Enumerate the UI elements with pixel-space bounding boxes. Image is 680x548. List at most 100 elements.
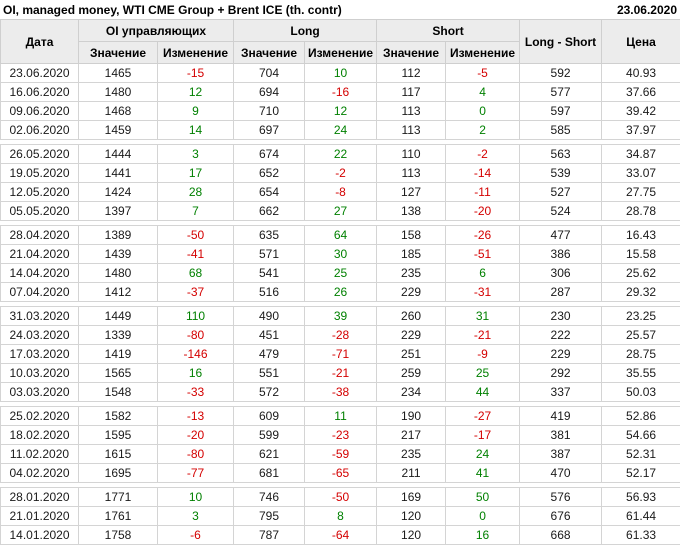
oi-change-cell: -50: [156, 225, 235, 245]
date-cell: 04.02.2020: [0, 463, 79, 483]
oi-value-cell: 1412: [78, 282, 158, 302]
report-date: 23.06.2020: [616, 3, 677, 17]
short-change-cell: -51: [445, 244, 521, 264]
column-sub-header: Значение: [78, 41, 158, 64]
short-value-cell: 260: [376, 306, 447, 326]
long-value-cell: 609: [233, 406, 306, 426]
long-short-cell: 230: [519, 306, 603, 326]
long-short-cell: 229: [519, 344, 603, 364]
date-cell: 09.06.2020: [0, 101, 79, 121]
long-value-cell: 697: [233, 120, 306, 140]
short-change-cell: 41: [445, 463, 521, 483]
long-value-cell: 662: [233, 201, 306, 221]
table-row: 16.06.2020 1480 12 694 -16 117 4 577 37.66: [0, 82, 680, 102]
month-separator-cell: [0, 482, 680, 488]
long-value-cell: 704: [233, 63, 306, 83]
price-cell: 28.75: [601, 344, 680, 364]
price-cell: 25.57: [601, 325, 680, 345]
oi-value-cell: 1480: [78, 263, 158, 283]
table-row: 09.06.2020 1468 9 710 12 113 0 597 39.42: [0, 101, 680, 121]
oi-value-cell: 1480: [78, 82, 158, 102]
date-cell: 21.01.2020: [0, 506, 79, 526]
price-cell: 39.42: [601, 101, 680, 121]
long-short-cell: 597: [519, 101, 603, 121]
short-value-cell: 251: [376, 344, 447, 364]
table-body: 23.06.2020 1465 -15 704 10 112 -5 592 40.93 16.06…: [0, 63, 680, 545]
short-change-cell: 16: [445, 525, 521, 545]
oi-value-cell: 1761: [78, 506, 158, 526]
long-short-cell: 577: [519, 82, 603, 102]
short-value-cell: 235: [376, 263, 447, 283]
long-change-cell: -23: [304, 425, 378, 445]
long-value-cell: 516: [233, 282, 306, 302]
short-change-cell: -14: [445, 163, 521, 183]
short-change-cell: 44: [445, 382, 521, 402]
oi-value-cell: 1465: [78, 63, 158, 83]
short-value-cell: 112: [376, 63, 447, 83]
short-change-cell: -2: [445, 144, 521, 164]
header-row-groups: Дата OI управляющих Long Short Long - Short Ц…: [0, 19, 680, 64]
oi-table: Дата OI управляющих Long Short Long - Short Ц…: [0, 19, 680, 545]
date-cell: 02.06.2020: [0, 120, 79, 140]
long-value-cell: 746: [233, 487, 306, 507]
table-row: 10.03.2020 1565 16 551 -21 259 25 292 35.55: [0, 363, 680, 383]
long-value-cell: 541: [233, 263, 306, 283]
long-change-cell: -64: [304, 525, 378, 545]
oi-change-cell: 68: [156, 263, 235, 283]
short-value-cell: 235: [376, 444, 447, 464]
long-value-cell: 652: [233, 163, 306, 183]
oi-change-cell: 7: [156, 201, 235, 221]
oi-change-cell: 110: [156, 306, 235, 326]
short-value-cell: 120: [376, 506, 447, 526]
long-value-cell: 795: [233, 506, 306, 526]
month-separator: [0, 220, 680, 226]
long-change-cell: 12: [304, 101, 378, 121]
table-row: 17.03.2020 1419 -146 479 -71 251 -9 229 28.75: [0, 344, 680, 364]
long-change-cell: 11: [304, 406, 378, 426]
table-row: 18.02.2020 1595 -20 599 -23 217 -17 381 54.66: [0, 425, 680, 445]
price-cell: 61.33: [601, 525, 680, 545]
oi-value-cell: 1771: [78, 487, 158, 507]
month-separator-cell: [0, 401, 680, 407]
table-row: 11.02.2020 1615 -80 621 -59 235 24 387 52.31: [0, 444, 680, 464]
oi-value-cell: 1595: [78, 425, 158, 445]
date-cell: 25.02.2020: [0, 406, 79, 426]
short-change-cell: -21: [445, 325, 521, 345]
date-cell: 05.05.2020: [0, 201, 79, 221]
long-value-cell: 599: [233, 425, 306, 445]
oi-value-cell: 1449: [78, 306, 158, 326]
oi-value-cell: 1695: [78, 463, 158, 483]
long-change-cell: 30: [304, 244, 378, 264]
title-bar: OI, managed money, WTI CME Group + Brent…: [0, 0, 680, 19]
long-change-cell: -28: [304, 325, 378, 345]
long-short-cell: 292: [519, 363, 603, 383]
oi-value-cell: 1441: [78, 163, 158, 183]
short-change-cell: -9: [445, 344, 521, 364]
oi-change-cell: 14: [156, 120, 235, 140]
long-value-cell: 635: [233, 225, 306, 245]
page-title: OI, managed money, WTI CME Group + Brent…: [3, 3, 342, 17]
month-separator: [0, 482, 680, 488]
long-change-cell: -2: [304, 163, 378, 183]
long-short-cell: 306: [519, 263, 603, 283]
oi-change-cell: -33: [156, 382, 235, 402]
short-value-cell: 217: [376, 425, 447, 445]
long-value-cell: 479: [233, 344, 306, 364]
short-change-cell: -26: [445, 225, 521, 245]
oi-change-cell: 9: [156, 101, 235, 121]
long-short-cell: 563: [519, 144, 603, 164]
table-row: 07.04.2020 1412 -37 516 26 229 -31 287 29.32: [0, 282, 680, 302]
table-row: 05.05.2020 1397 7 662 27 138 -20 524 28.78: [0, 201, 680, 221]
long-change-cell: 26: [304, 282, 378, 302]
long-short-cell: 668: [519, 525, 603, 545]
table-row: 14.04.2020 1480 68 541 25 235 6 306 25.62: [0, 263, 680, 283]
table-row: 23.06.2020 1465 -15 704 10 112 -5 592 40.93: [0, 63, 680, 83]
table-row: 25.02.2020 1582 -13 609 11 190 -27 419 52.86: [0, 406, 680, 426]
price-cell: 23.25: [601, 306, 680, 326]
long-value-cell: 621: [233, 444, 306, 464]
long-change-cell: 64: [304, 225, 378, 245]
date-cell: 14.04.2020: [0, 263, 79, 283]
short-value-cell: 127: [376, 182, 447, 202]
short-value-cell: 229: [376, 325, 447, 345]
oi-change-cell: -20: [156, 425, 235, 445]
